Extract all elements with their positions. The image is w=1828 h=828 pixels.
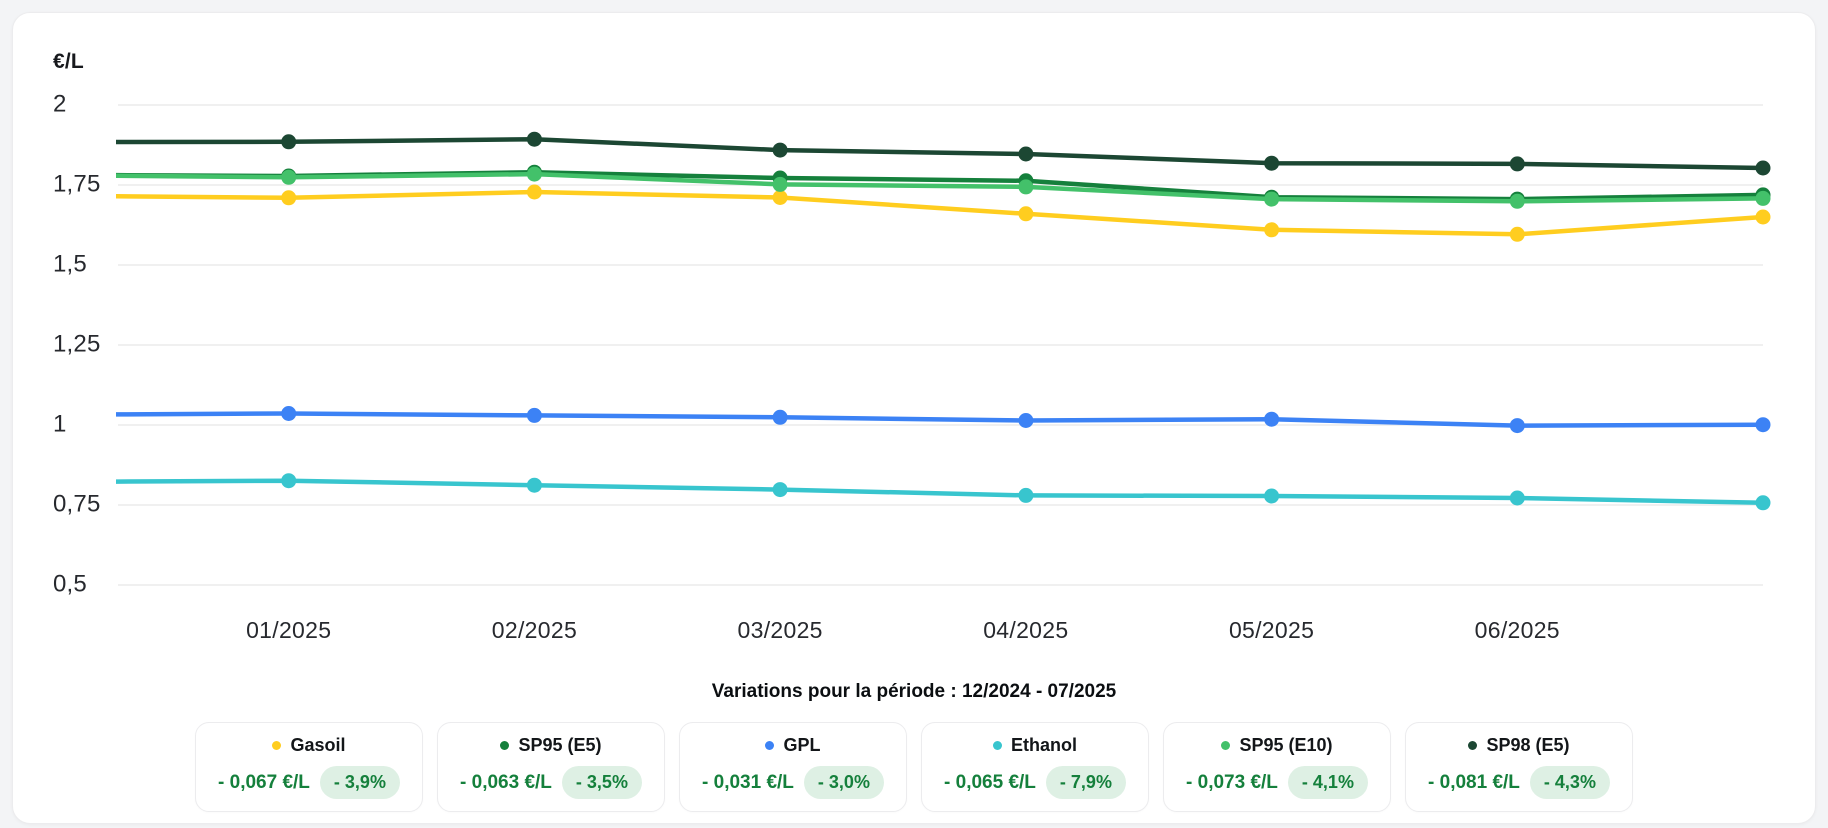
series-color-dot [272,741,282,750]
series-point [1755,160,1771,176]
series-point [772,482,788,498]
series-point [281,406,297,421]
series-point [772,142,788,158]
series-point [1755,190,1771,206]
series-delta-value: - 0,063 €/L [460,771,552,793]
series-point [772,409,788,425]
series-point [1755,209,1771,225]
legend-card-values: - 0,065 €/L - 7,9% [944,766,1126,799]
series-point [1755,495,1771,511]
series-point [1755,417,1771,433]
x-tick-label: 04/2025 [983,617,1069,643]
series-point [1018,179,1034,195]
series-name: Ethanol [1011,735,1077,755]
series-point [1264,411,1280,427]
series-point [1509,193,1525,209]
series-point [526,477,542,493]
y-tick-label: 1,75 [53,170,101,198]
series-line [116,189,1766,237]
series-percent-badge: - 4,3% [1529,766,1610,799]
series-point [526,131,542,147]
legend-card-sp95-e5[interactable]: SP95 (E5) - 0,063 €/L - 3,5% [437,722,665,812]
legend-card-header: SP98 (E5) [1468,735,1570,756]
series-line [116,171,1766,204]
y-tick-label: 1,5 [53,250,87,278]
legend-card-values: - 0,031 €/L - 3,0% [702,766,884,799]
series-color-dot [500,741,510,750]
series-name: GPL [783,735,821,755]
series-point [1264,222,1280,238]
x-tick-label: 02/2025 [491,617,578,643]
legend-card-gpl[interactable]: GPL - 0,031 €/L - 3,0% [679,722,907,812]
series-line [116,411,1766,428]
y-tick-label: 0,5 [53,570,87,598]
series-point [281,169,297,185]
series-percent-badge: - 3,5% [561,766,642,799]
series-name: SP98 (E5) [1486,735,1570,755]
series-point [1018,413,1034,428]
series-color-dot [1221,741,1231,750]
series-point [1509,418,1525,434]
series-delta-value: - 0,081 €/L [1428,771,1520,793]
legend-card-values: - 0,081 €/L - 4,3% [1428,766,1610,799]
series-point [1509,226,1525,242]
series-point [281,473,297,489]
legend-card-row: Gasoil - 0,067 €/L - 3,9% SP95 (E5) - 0,063 … [0,722,1828,812]
y-tick-label: 2 [53,90,67,118]
x-tick-label: 03/2025 [737,617,823,643]
series-line [116,136,1766,171]
series-point [526,166,542,182]
legend-card-values: - 0,073 €/L - 4,1% [1186,766,1368,799]
series-point [281,190,297,206]
series-point [1018,146,1034,162]
series-percent-badge: - 3,0% [803,766,884,799]
legend-card-values: - 0,067 €/L - 3,9% [218,766,400,799]
x-tick-label: 05/2025 [1228,617,1315,643]
series-line [116,478,1766,506]
series-color-dot [765,741,775,750]
y-tick-label: 1,25 [53,330,101,358]
series-delta-value: - 0,065 €/L [944,771,1036,793]
series-percent-badge: - 7,9% [1045,766,1126,799]
series-name: SP95 (E5) [518,735,602,755]
legend-card-gasoil[interactable]: Gasoil - 0,067 €/L - 3,9% [195,722,423,812]
series-point [772,190,788,205]
series-delta-value: - 0,031 €/L [702,771,794,793]
series-point [281,134,297,150]
legend-card-sp95-e10[interactable]: SP95 (E10) - 0,073 €/L - 4,1% [1163,722,1391,812]
series-name: Gasoil [290,735,346,755]
series-point [1264,488,1280,504]
x-tick-label: 06/2025 [1474,617,1560,643]
series-point [1018,206,1034,222]
legend-card-sp98-e5[interactable]: SP98 (E5) - 0,081 €/L - 4,3% [1405,722,1633,812]
legend-card-header: SP95 (E10) [1221,735,1333,756]
series-percent-badge: - 4,1% [1287,766,1368,799]
series-point [1509,490,1525,506]
series-point [1018,487,1034,503]
series-name: SP95 (E10) [1239,735,1333,755]
legend-card-header: GPL [765,735,821,756]
series-percent-badge: - 3,9% [319,766,400,799]
y-tick-label: 1 [53,410,67,438]
legend-card-header: Gasoil [272,735,346,756]
legend-card-ethanol[interactable]: Ethanol - 0,065 €/L - 7,9% [921,722,1149,812]
x-tick-label: 01/2025 [246,617,332,643]
series-color-dot [1468,741,1478,750]
legend-card-values: - 0,063 €/L - 3,5% [460,766,642,799]
series-delta-value: - 0,067 €/L [218,771,310,793]
series-point [1264,155,1280,171]
series-point [526,184,542,200]
legend-title: Variations pour la période : 12/2024 - 0… [711,681,1117,702]
legend-card-header: Ethanol [993,735,1077,756]
legend-card-header: SP95 (E5) [500,735,602,756]
series-point [1264,191,1280,207]
series-delta-value: - 0,073 €/L [1186,771,1278,793]
series-point [1509,156,1525,172]
series-point [772,176,788,192]
series-color-dot [993,741,1002,750]
y-tick-label: 0,75 [53,490,101,518]
y-axis-unit-label: €/L [53,50,84,73]
series-point [526,407,542,423]
